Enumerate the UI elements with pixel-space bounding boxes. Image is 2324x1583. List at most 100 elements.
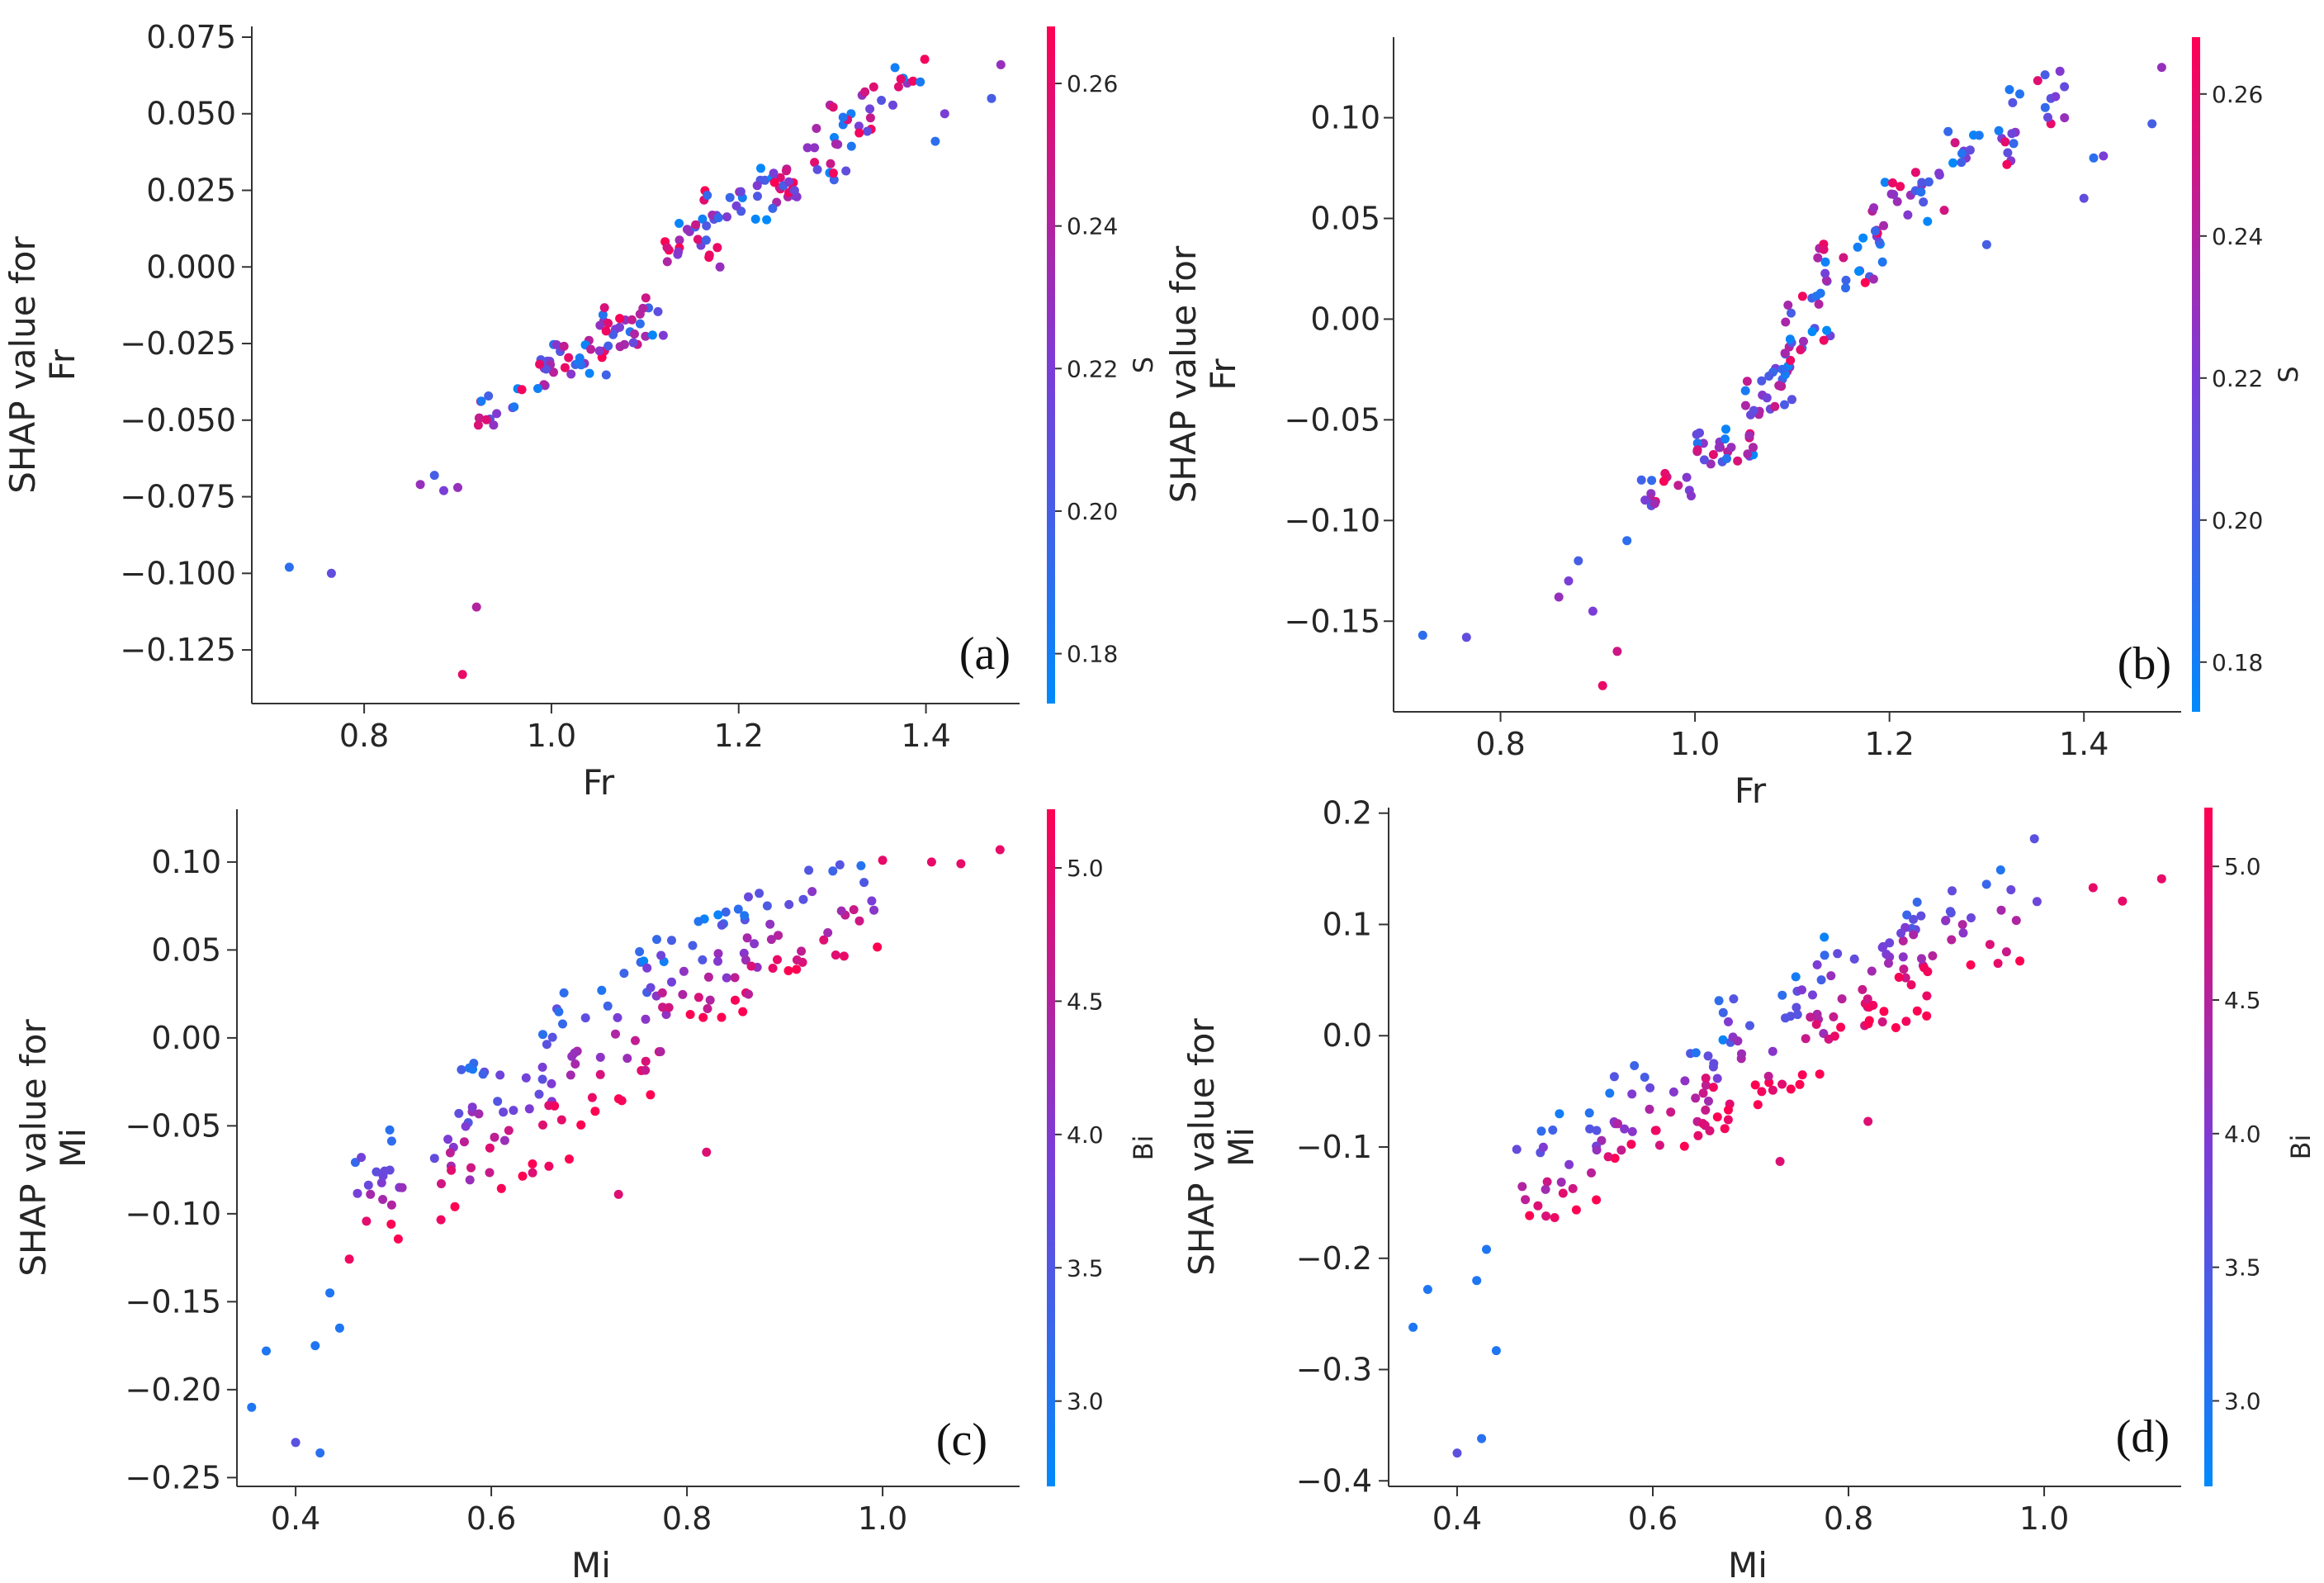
scatter-point (1792, 1002, 1801, 1012)
scatter-point (2032, 897, 2042, 907)
scatter-point (457, 670, 467, 680)
scatter-point (1775, 1157, 1785, 1166)
scatter-point (613, 1189, 623, 1199)
colorbar-tick-label: 0.26 (2212, 81, 2263, 108)
scatter-point (908, 76, 918, 86)
scatter-point (1762, 393, 1772, 403)
scatter-point (499, 1135, 509, 1145)
scatter-point (575, 353, 585, 363)
scatter-point (652, 935, 661, 945)
x-tick-label: 0.6 (1628, 1500, 1678, 1537)
scatter-point (736, 187, 745, 197)
scatter-point (1924, 177, 1934, 187)
y-tick-label: 0.00 (1310, 301, 1380, 337)
x-tick-label: 0.4 (271, 1500, 320, 1537)
scatter-point (1877, 942, 1887, 952)
scatter-point (560, 363, 570, 372)
scatter-point (538, 1030, 547, 1040)
scatter-point (798, 894, 808, 904)
scatter-point (608, 329, 618, 339)
scatter-point (819, 935, 829, 945)
scatter-point (2029, 834, 2039, 844)
scatter-point (730, 973, 740, 983)
scatter-point (334, 1323, 344, 1333)
scatter-point (1525, 1211, 1535, 1220)
scatter-point (362, 1216, 372, 1226)
scatter-point (1898, 952, 1908, 962)
scatter-point (1934, 168, 1944, 178)
scatter-point (1894, 973, 1904, 982)
scatter-point (658, 330, 668, 340)
scatter-point (1706, 459, 1716, 469)
scatter-point (849, 905, 859, 915)
scatter-point (1612, 647, 1622, 656)
colorbar-tick-label: 0.26 (1067, 70, 1118, 97)
scatter-point (1770, 401, 1780, 411)
scatter-point (1555, 1109, 1564, 1119)
scatter-point (888, 100, 897, 110)
scatter-point (713, 956, 722, 966)
scatter-point (1592, 1195, 1602, 1205)
scatter-point (1708, 450, 1718, 459)
scatter-point (1981, 239, 1991, 249)
scatter-point (1950, 138, 1960, 148)
scatter-point (1877, 1017, 1887, 1026)
scatter-point (750, 214, 760, 224)
scatter-point (1718, 1007, 1728, 1017)
scatter-point (1737, 1049, 1746, 1059)
scatter-point (715, 262, 725, 272)
scatter-point (1749, 443, 1758, 453)
colorbar-tick-label: 4.0 (1067, 1121, 1104, 1149)
scatter-point (742, 933, 752, 943)
scatter-point (1917, 954, 1926, 964)
scatter-point (439, 486, 448, 495)
scatter-point (611, 1029, 620, 1039)
scatter-point (712, 243, 722, 253)
x-tick-label: 0.8 (1824, 1500, 1873, 1537)
scatter-point (1542, 1177, 1552, 1187)
y-tick-label: 0.000 (146, 249, 236, 285)
scatter-point (698, 214, 708, 224)
scatter-point (1863, 1116, 1873, 1126)
scatter-point (725, 192, 735, 202)
scatter-point (1943, 126, 1953, 136)
scatter-point (1928, 951, 1938, 960)
scatter-point (781, 166, 791, 176)
scatter-point (1917, 178, 1927, 187)
x-tick-label: 1.2 (714, 718, 764, 754)
scatter-point (2147, 119, 2157, 129)
scatter-point (1605, 1088, 1615, 1098)
scatter-point (2060, 113, 2070, 123)
scatter-point (860, 87, 870, 97)
scatter-point (1422, 1285, 1432, 1294)
scatter-point (1896, 928, 1906, 938)
scatter-point (1957, 149, 1967, 159)
y-axis-label-line1: SHAP value for (1163, 245, 1204, 503)
colorbar-tick-label: 0.24 (1067, 213, 1118, 240)
y-tick-label: 0.2 (1323, 795, 1372, 832)
scatter-point (2007, 129, 2017, 139)
scatter-point (2009, 139, 2019, 149)
scatter-point (769, 168, 779, 178)
scatter-point (1630, 1061, 1640, 1070)
scatter-point (2040, 102, 2050, 112)
scatter-point (386, 1200, 396, 1210)
colorbar-tick-label: 0.24 (2212, 223, 2263, 250)
scatter-point (1871, 226, 1880, 236)
scatter-point (601, 326, 611, 336)
scatter-point (920, 55, 930, 64)
scatter-point (603, 341, 613, 351)
scatter-point (1763, 1071, 1773, 1081)
scatter-point (698, 1012, 708, 1022)
scatter-point (701, 235, 711, 245)
chart-panel-1: 0.8 1.0 1.2 1.4 0.075 0.050 0.025 0.000 −0.025 −0… (2, 19, 1159, 803)
colorbar-tick-label: 5.0 (2224, 853, 2261, 880)
chart-panel-4: 0.4 0.6 0.8 1.00.20.10.0−0.1−0.2−0.3−0.4MiS… (1181, 795, 2317, 1583)
colorbar (1047, 26, 1055, 704)
scatter-point (657, 988, 667, 998)
scatter-point (768, 203, 778, 213)
scatter-point (1896, 182, 1905, 192)
scatter-point (544, 1161, 554, 1171)
x-axis-label: Fr (1735, 770, 1767, 811)
scatter-point (1900, 973, 1910, 983)
